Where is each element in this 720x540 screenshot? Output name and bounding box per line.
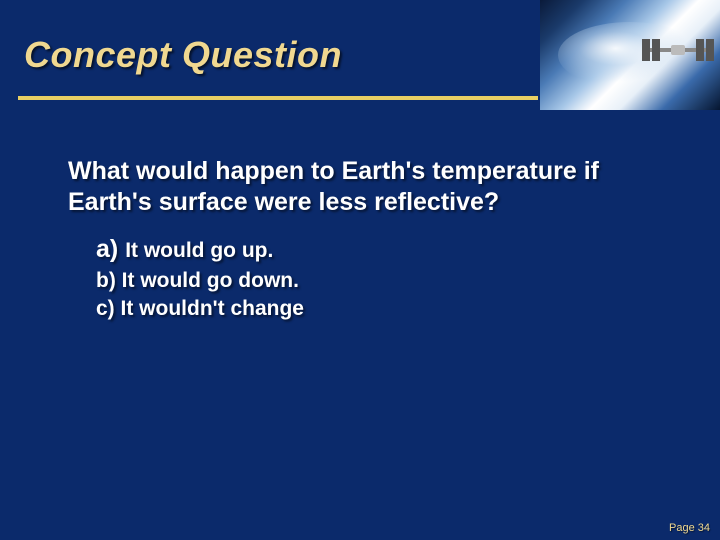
option-b: b) It would go down. [96, 267, 656, 294]
option-a-prefix: a) [96, 235, 118, 263]
option-c: c) It wouldn't change [96, 295, 656, 322]
title-underline [18, 96, 538, 100]
iss-icon [642, 38, 714, 62]
page-number: Page 34 [669, 522, 710, 534]
slide-title: Concept Question [24, 34, 342, 76]
question-text: What would happen to Earth's temperature… [68, 156, 668, 219]
option-a: a) It would go up. [96, 234, 656, 265]
slide: Concept Question What would happen to Ea… [0, 0, 720, 540]
header-earth-image [540, 0, 720, 110]
answer-options: a) It would go up. b) It would go down. … [96, 234, 656, 322]
option-a-text: It would go up. [125, 239, 273, 262]
